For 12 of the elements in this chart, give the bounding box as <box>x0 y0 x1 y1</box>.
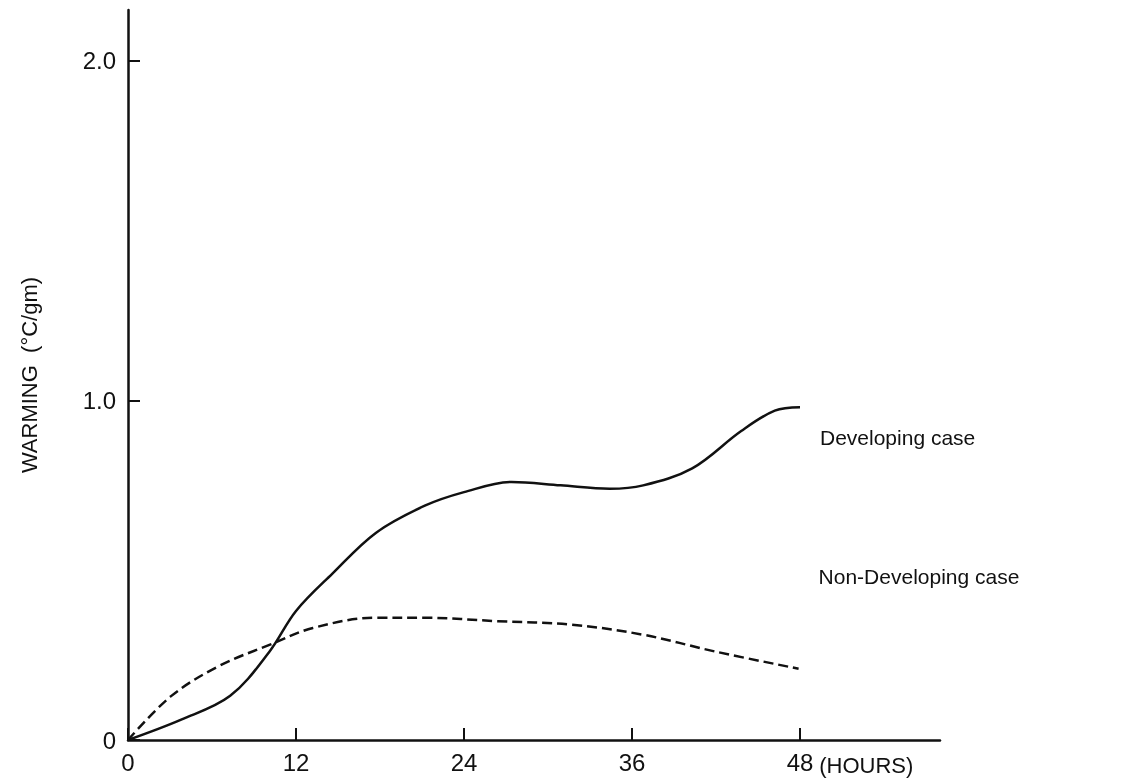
y-tick-label: 1.0 <box>82 386 116 414</box>
x-tick-label: 24 <box>450 748 478 776</box>
y-tick-label: 0 <box>102 726 116 754</box>
x-tick-label: 36 <box>618 748 646 776</box>
x-axis-title: (HOURS) <box>819 752 914 778</box>
y-tick-label: 2.0 <box>82 47 116 75</box>
series-label: Developing case <box>820 425 976 449</box>
y-axis-title: WARMING (°C/gm) <box>16 276 42 474</box>
x-tick-label: 48 <box>786 748 814 776</box>
text: Non-Developing case <box>818 565 1020 589</box>
x-tick-label: 0 <box>121 748 135 776</box>
x-tick-label: 12 <box>282 748 310 776</box>
